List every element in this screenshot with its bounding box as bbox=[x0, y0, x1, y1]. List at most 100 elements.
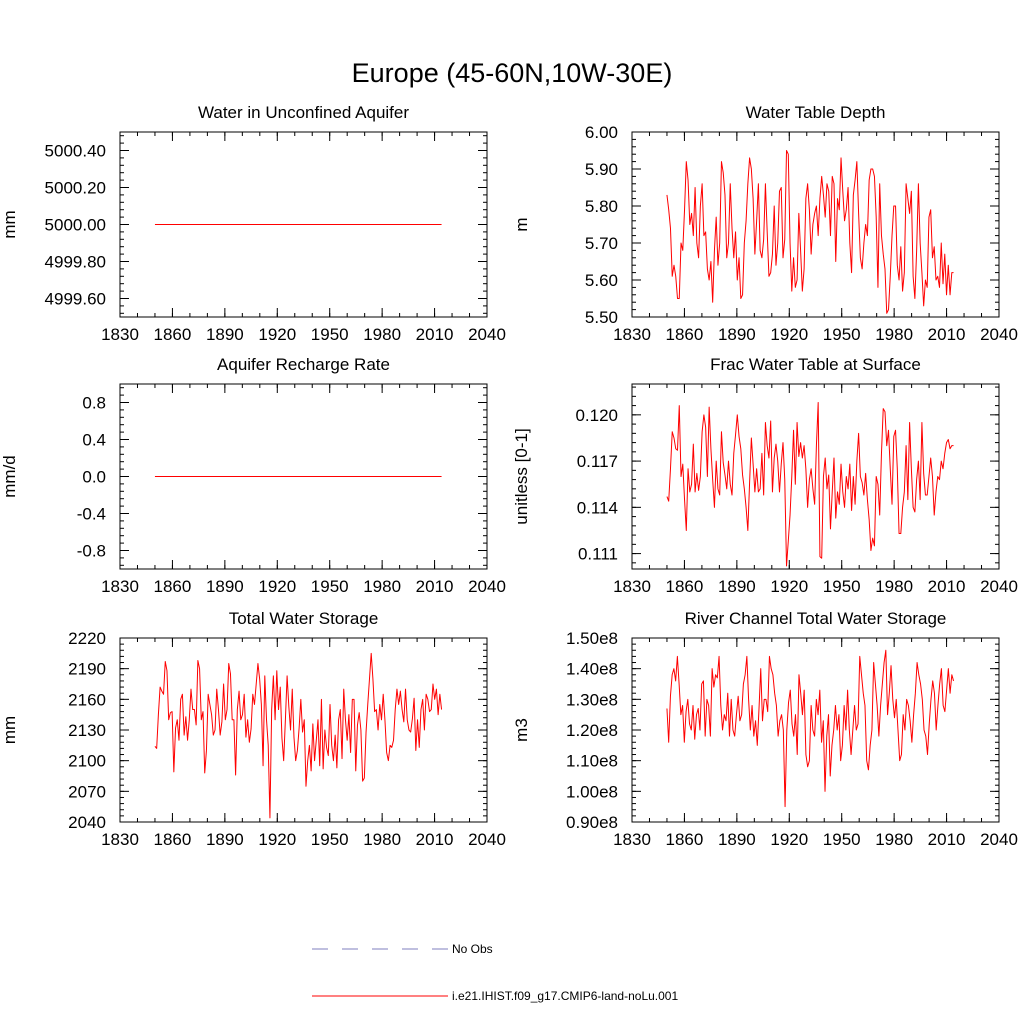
x-tick-label: 1830 bbox=[101, 830, 139, 849]
y-tick-label: 0.0 bbox=[82, 468, 106, 487]
x-tick-label: 1890 bbox=[206, 830, 244, 849]
y-tick-label: 5.70 bbox=[585, 234, 618, 253]
y-tick-label: 2130 bbox=[68, 721, 106, 740]
x-tick-label: 1830 bbox=[613, 325, 651, 344]
plot-frame bbox=[631, 131, 1000, 318]
x-tick-label: 1920 bbox=[770, 325, 808, 344]
y-tick-label: 1.50e8 bbox=[566, 629, 618, 648]
y-tick-label: 5000.20 bbox=[45, 179, 106, 198]
x-tick-label: 1980 bbox=[875, 830, 913, 849]
y-tick-label: 5000.00 bbox=[45, 216, 106, 235]
x-tick-label: 1890 bbox=[718, 830, 756, 849]
y-tick-label: 0.120 bbox=[575, 406, 618, 425]
x-tick-label: 1830 bbox=[101, 577, 139, 596]
panel-title: River Channel Total Water Storage bbox=[685, 609, 947, 628]
x-tick-label: 1950 bbox=[311, 325, 349, 344]
x-tick-label: 1980 bbox=[363, 577, 401, 596]
y-tick-label: 4999.60 bbox=[45, 290, 106, 309]
x-tick-label: 2010 bbox=[928, 830, 966, 849]
y-tick-label: -0.4 bbox=[77, 505, 106, 524]
series-line bbox=[154, 652, 443, 819]
panel-1: Water in Unconfined Aquifer mm 1830 1860 189… bbox=[0, 103, 506, 344]
x-tick-label: 1890 bbox=[206, 325, 244, 344]
y-tick-label: 2040 bbox=[68, 813, 106, 832]
panel-4: Frac Water Table at Surface unitless [0-1… bbox=[512, 355, 1018, 596]
plot-frame bbox=[631, 383, 1000, 570]
x-tick-label: 1980 bbox=[875, 325, 913, 344]
x-tick-label: 1860 bbox=[154, 830, 192, 849]
x-tick-label: 1860 bbox=[666, 325, 704, 344]
y-tick-label: 2220 bbox=[68, 629, 106, 648]
plot-frame bbox=[631, 637, 1000, 823]
legend-obs-label: No Obs bbox=[452, 942, 493, 956]
x-tick-label: 1950 bbox=[823, 325, 861, 344]
y-tick-label: -0.8 bbox=[77, 542, 106, 561]
y-tick-label: 1.40e8 bbox=[566, 660, 618, 679]
x-tick-label: 1920 bbox=[258, 577, 296, 596]
y-tick-label: 5.80 bbox=[585, 197, 618, 216]
panels: Water in Unconfined Aquifer mm 1830 1860 189… bbox=[0, 103, 1018, 849]
legend-model-label: i.e21.IHIST.f09_g17.CMIP6-land-noLu.001 bbox=[452, 989, 678, 1003]
panel-title: Water Table Depth bbox=[746, 103, 886, 122]
x-tick-label: 1920 bbox=[258, 325, 296, 344]
y-tick-label: 0.90e8 bbox=[566, 813, 618, 832]
x-tick-label: 1950 bbox=[823, 830, 861, 849]
x-tick-label: 1920 bbox=[770, 577, 808, 596]
x-tick-label: 1890 bbox=[718, 577, 756, 596]
y-tick-label: 1.00e8 bbox=[566, 782, 618, 801]
panel-3: Aquifer Recharge Rate mm/d 1830 1860 1890 192… bbox=[0, 355, 506, 596]
y-tick-label: 4999.80 bbox=[45, 253, 106, 272]
x-tick-label: 2010 bbox=[928, 325, 966, 344]
x-tick-label: 2010 bbox=[416, 577, 454, 596]
x-tick-label: 1860 bbox=[154, 325, 192, 344]
y-tick-label: 0.114 bbox=[577, 498, 618, 517]
x-tick-label: 2010 bbox=[416, 325, 454, 344]
y-tick-label: 5.90 bbox=[585, 160, 618, 179]
y-tick-label: 0.111 bbox=[578, 545, 618, 564]
y-tick-label: 2070 bbox=[68, 782, 106, 801]
series-line bbox=[666, 649, 955, 808]
y-tick-label: 0.8 bbox=[82, 394, 106, 413]
legend: No Obs i.e21.IHIST.f09_g17.CMIP6-land-no… bbox=[312, 942, 678, 1003]
panel-title: Total Water Storage bbox=[229, 609, 379, 628]
y-tick-label: 2100 bbox=[68, 752, 106, 771]
panel-5: Total Water Storage mm 1830 1860 1890 1920 195… bbox=[0, 609, 506, 849]
y-tick-label: 5.50 bbox=[585, 308, 618, 327]
x-tick-label: 1830 bbox=[101, 325, 139, 344]
x-tick-label: 1950 bbox=[311, 577, 349, 596]
x-tick-label: 1890 bbox=[718, 325, 756, 344]
y-axis-label: m3 bbox=[512, 718, 531, 742]
x-tick-label: 1920 bbox=[770, 830, 808, 849]
y-axis-label: mm bbox=[0, 210, 19, 238]
x-tick-label: 1860 bbox=[666, 577, 704, 596]
y-tick-label: 1.30e8 bbox=[566, 690, 618, 709]
x-tick-label: 2040 bbox=[980, 830, 1018, 849]
panel-6: River Channel Total Water Storage m3 1830 1… bbox=[512, 609, 1018, 849]
y-axis-label: unitless [0-1] bbox=[512, 428, 531, 524]
y-tick-label: 6.00 bbox=[585, 123, 618, 142]
y-axis-label: m bbox=[512, 217, 531, 231]
x-tick-label: 1830 bbox=[613, 577, 651, 596]
y-tick-label: 1.20e8 bbox=[566, 721, 618, 740]
x-tick-label: 1860 bbox=[666, 830, 704, 849]
x-tick-label: 2040 bbox=[980, 325, 1018, 344]
y-axis-label: mm bbox=[0, 716, 19, 744]
series-line bbox=[666, 402, 954, 567]
y-tick-label: 1.10e8 bbox=[566, 752, 618, 771]
y-tick-label: 2160 bbox=[68, 690, 106, 709]
x-tick-label: 1920 bbox=[258, 830, 296, 849]
x-tick-label: 1890 bbox=[206, 577, 244, 596]
x-tick-label: 1950 bbox=[311, 830, 349, 849]
y-tick-label: 2190 bbox=[68, 660, 106, 679]
y-tick-label: 0.117 bbox=[577, 452, 618, 471]
panel-title: Aquifer Recharge Rate bbox=[217, 355, 390, 374]
x-tick-label: 2040 bbox=[980, 577, 1018, 596]
figure-title: Europe (45-60N,10W-30E) bbox=[352, 58, 673, 88]
y-tick-label: 5000.40 bbox=[45, 142, 106, 161]
panel-title: Frac Water Table at Surface bbox=[710, 355, 921, 374]
x-tick-label: 2010 bbox=[928, 577, 966, 596]
panel-2: Water Table Depth m 1830 1860 1890 1920 1950 19… bbox=[512, 103, 1018, 344]
x-tick-label: 2010 bbox=[416, 830, 454, 849]
y-axis-label: mm/d bbox=[0, 455, 19, 498]
x-tick-label: 1980 bbox=[875, 577, 913, 596]
